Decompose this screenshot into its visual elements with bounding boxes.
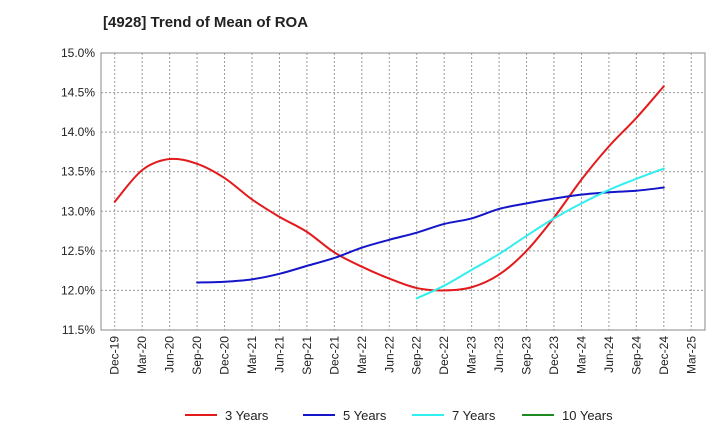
x-tick-label: Mar-20: [135, 336, 149, 374]
series-line-7-years: [415, 167, 665, 300]
y-tick-label: 13.5%: [61, 165, 95, 179]
legend-label-10-years: 10 Years: [562, 408, 613, 423]
x-tick-label: Dec-21: [327, 336, 341, 375]
plot-frame: [100, 52, 706, 331]
y-axis-ticks: 11.5% 12.0% 12.5% 13.0% 13.5% 14.0% 14.5% 15.0%: [61, 46, 95, 337]
x-tick-label: Mar-24: [574, 336, 588, 374]
y-tick-label: 12.5%: [61, 244, 95, 258]
legend-label-3-years: 3 Years: [225, 408, 269, 423]
series-line-3-years: [113, 85, 665, 292]
x-tick-label: Jun-22: [382, 336, 396, 373]
x-tick-label: Dec-20: [218, 336, 232, 375]
x-tick-label: Dec-23: [547, 336, 561, 375]
legend-label-5-years: 5 Years: [343, 408, 387, 423]
x-tick-label: Dec-22: [437, 336, 451, 375]
x-tick-label: Sep-20: [190, 336, 204, 375]
x-tick-label: Jun-21: [272, 336, 286, 373]
x-axis-ticks: Dec-19 Mar-20 Jun-20 Sep-20 Dec-20 Mar-21 Jun-…: [108, 336, 699, 375]
x-tick-label: Sep-24: [629, 336, 643, 375]
y-tick-label: 13.0%: [61, 204, 95, 218]
y-tick-label: 12.0%: [61, 283, 95, 297]
y-tick-label: 11.5%: [62, 323, 95, 337]
x-tick-label: Dec-24: [657, 336, 671, 375]
x-tick-label: Mar-22: [355, 336, 369, 374]
y-tick-label: 14.0%: [61, 125, 95, 139]
series-line-5-years: [196, 186, 665, 284]
x-tick-label: Jun-20: [163, 336, 177, 373]
chart-title: [4928] Trend of Mean of ROA: [103, 14, 309, 31]
y-tick-label: 15.0%: [61, 46, 95, 60]
x-tick-label: Mar-23: [465, 336, 479, 374]
series-lines: [113, 85, 665, 300]
x-tick-label: Jun-24: [602, 336, 616, 373]
x-tick-label: Mar-21: [245, 336, 259, 374]
x-tick-label: Sep-21: [300, 336, 314, 375]
x-tick-label: Sep-23: [520, 336, 534, 375]
x-tick-label: Jun-23: [492, 336, 506, 373]
x-tick-label: Mar-25: [684, 336, 698, 374]
x-tick-label: Sep-22: [410, 336, 424, 375]
x-tick-label: Dec-19: [108, 336, 122, 375]
y-tick-label: 14.5%: [61, 86, 95, 100]
legend-label-7-years: 7 Years: [452, 408, 496, 423]
legend: 3 Years 5 Years 7 Years 10 Years: [185, 408, 613, 423]
